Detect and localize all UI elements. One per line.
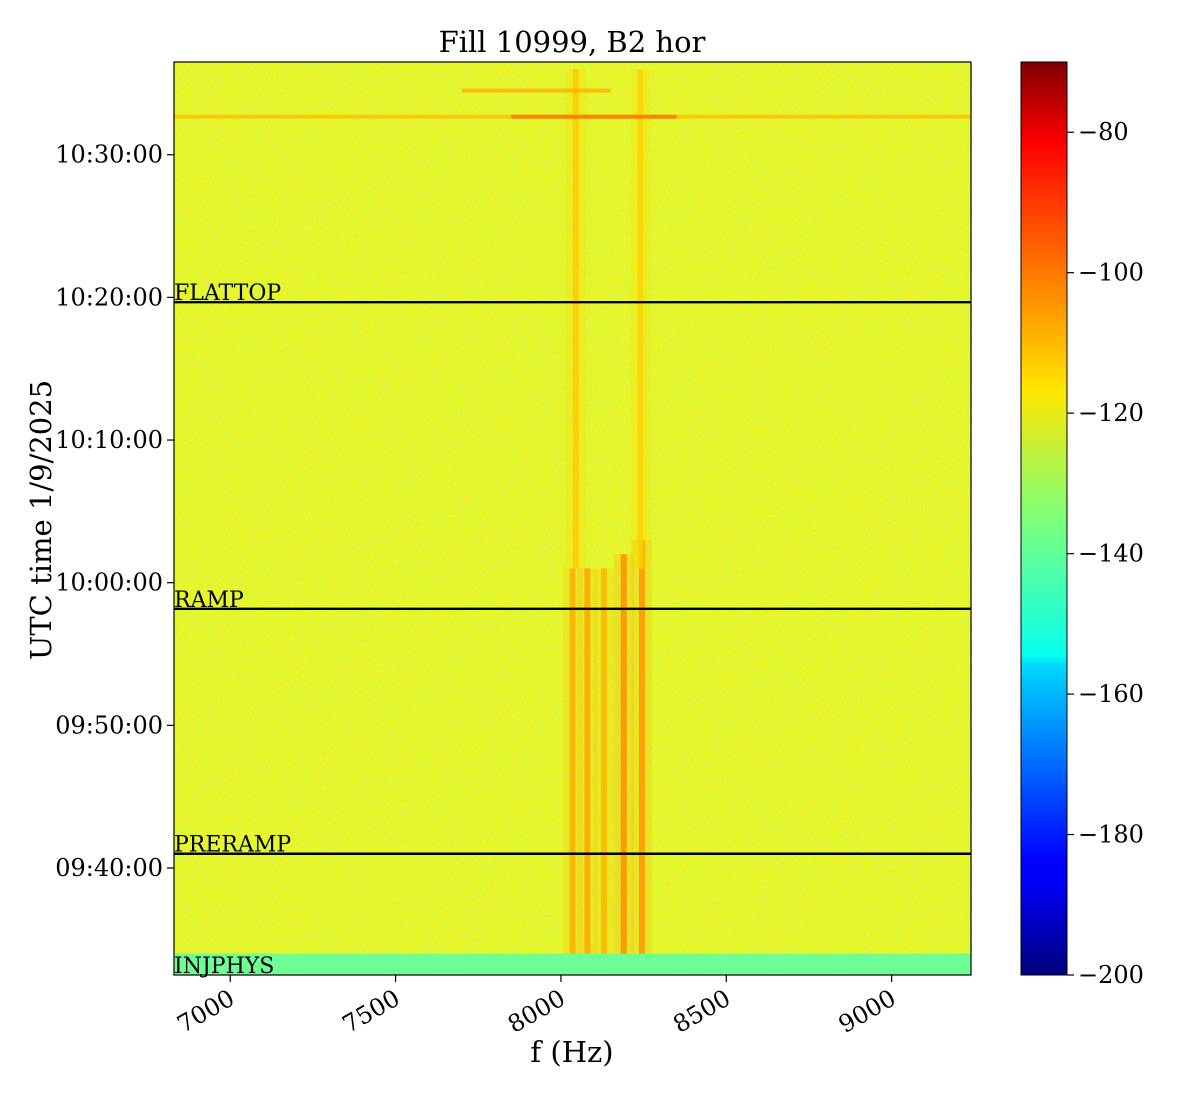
spectral-line-halo-1 [577,568,598,954]
phase-label-ramp: RAMP [174,588,244,613]
phase-label-flattop: FLATTOP [174,281,281,306]
spectral-line-5 [572,69,579,569]
spectral-line-halo-6 [630,69,651,569]
event-band-1 [511,114,677,119]
colorbar-tick-label-0: −80 [1078,118,1129,146]
spectral-line-3 [620,554,627,954]
plot-frame [173,61,972,976]
phase-label-injphys: INJPHYS [174,954,274,979]
x-tick-label-9000: 9000 [834,984,901,1039]
spectral-features [174,69,971,975]
colorbar-tick-label-6: −200 [1078,961,1144,989]
phase-label-preramp: PRERAMP [174,833,291,858]
x-axis-ticks: 7000 7500 8000 8500 9000 [172,975,901,1039]
y-tick-label-3: 10:10:00 [55,426,163,454]
injphys-region [174,953,971,975]
event-band-2 [461,88,611,93]
spectral-line-4 [638,539,645,954]
colorbar-tick-label-3: −140 [1078,540,1144,568]
colorbar-gradient [1020,61,1068,976]
spectral-line-2 [600,568,607,954]
colorbar: −80 −100 −120 −140 −160 −180 −200 [1020,61,1144,989]
y-tick-label-5: 10:30:00 [55,141,163,169]
y-tick-label-2: 10:00:00 [55,569,163,597]
x-tick-label-7000: 7000 [172,984,239,1039]
colorbar-tick-label-4: −160 [1078,680,1144,708]
x-tick-label-7500: 7500 [338,984,405,1039]
x-tick-label-8500: 8500 [668,984,735,1039]
spectral-line-halo-0 [562,568,583,954]
spectral-line-halo-3 [613,554,634,954]
chart-title: Fill 10999, B2 hor [439,25,706,59]
x-tick-label-8000: 8000 [503,984,570,1039]
y-tick-label-1: 09:50:00 [55,711,163,739]
colorbar-tick-label-5: −180 [1078,821,1144,849]
y-axis-label: UTC time 1/9/2025 [24,380,58,660]
spectral-line-0 [569,568,576,954]
spectral-line-halo-4 [631,539,652,954]
spectral-line-6 [637,69,644,569]
spectral-line-1 [584,568,591,954]
y-axis-ticks: 09:40:00 09:50:00 10:00:00 10:10:00 10:20:00… [55,141,174,882]
colorbar-tick-label-1: −100 [1078,259,1144,287]
colorbar-tick-label-2: −120 [1078,399,1144,427]
plot-area [174,62,971,975]
y-tick-label-4: 10:20:00 [55,283,163,311]
y-tick-label-0: 09:40:00 [55,854,163,882]
x-axis-label: f (Hz) [530,1035,613,1069]
spectral-line-halo-2 [593,568,614,954]
phase-markers: INJPHYS PRERAMP RAMP FLATTOP [174,281,971,979]
colorbar-ticks: −80 −100 −120 −140 −160 −180 −200 [1067,118,1144,989]
spectral-line-halo-5 [565,69,586,569]
